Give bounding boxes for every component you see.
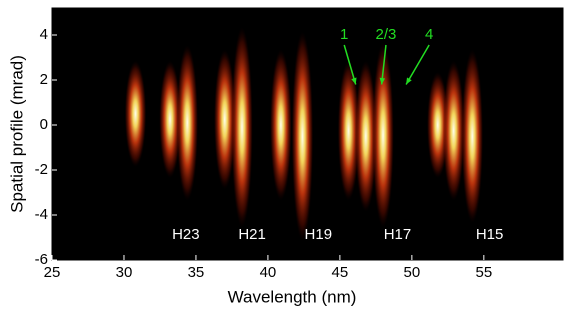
emission-streak <box>176 45 199 201</box>
arrow-shaft <box>405 44 430 85</box>
emission-streak <box>372 42 394 228</box>
emission-streak <box>213 49 236 190</box>
y-tick-label: -2 <box>35 161 48 178</box>
emission-streak <box>291 31 314 241</box>
arrow-label: 4 <box>425 26 433 43</box>
plot-frame <box>51 7 564 261</box>
harmonic-label: H21 <box>238 226 266 243</box>
harmonic-label: H15 <box>476 226 504 243</box>
y-tick-label: 4 <box>40 26 48 43</box>
y-axis-label: Spatial profile (mrad) <box>7 55 26 213</box>
emission-streak <box>159 60 181 178</box>
arrow-label: 1 <box>340 26 348 43</box>
y-tick-label: -6 <box>35 251 48 268</box>
x-tick-label: 55 <box>475 264 492 281</box>
x-axis-label: Wavelength (nm) <box>228 287 357 306</box>
x-tick-label: 40 <box>260 264 277 281</box>
x-tick-label: 25 <box>44 264 61 281</box>
harmonic-label: H23 <box>172 226 200 243</box>
arrow-head <box>379 77 386 85</box>
harmonic-label: H19 <box>305 226 333 243</box>
emission-streak <box>231 27 253 228</box>
arrow-head <box>351 77 357 85</box>
arrow-head <box>406 77 412 85</box>
emission-streak <box>355 60 377 212</box>
arrow-shaft <box>343 44 357 85</box>
y-tick-label: 0 <box>40 116 48 133</box>
arrow-label: 2/3 <box>376 26 397 43</box>
emission-streak <box>426 72 449 178</box>
emission-streak <box>270 49 292 201</box>
x-tick-label: 50 <box>404 264 421 281</box>
x-tick-label: 35 <box>188 264 205 281</box>
emission-streak <box>442 60 465 201</box>
y-tick-label: -4 <box>35 206 48 223</box>
arrow-shaft <box>380 44 387 85</box>
y-tick-label: 2 <box>40 71 48 88</box>
harmonic-label: H17 <box>384 226 412 243</box>
emission-streak <box>461 49 484 223</box>
emission-streak <box>337 60 360 201</box>
x-tick-label: 45 <box>332 264 349 281</box>
emission-streak <box>124 60 147 167</box>
x-tick-label: 30 <box>116 264 133 281</box>
